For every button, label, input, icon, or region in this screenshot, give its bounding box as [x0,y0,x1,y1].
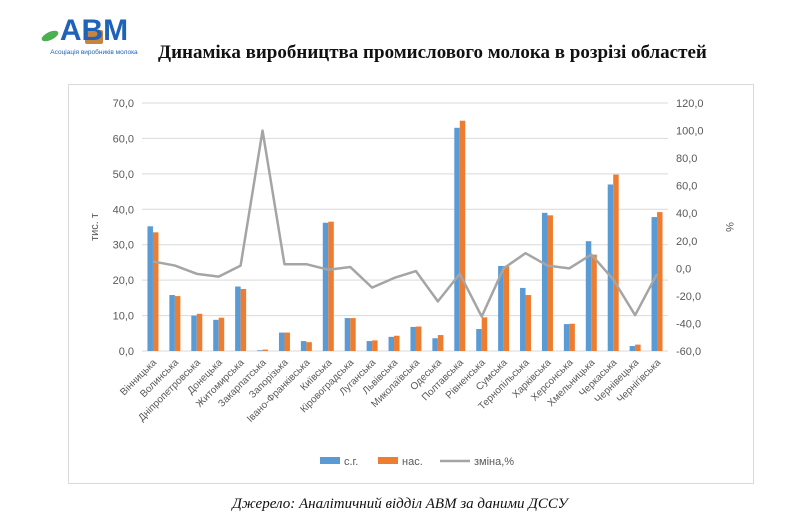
y2-tick-label: -60,0 [676,346,701,358]
y-tick-label: 50,0 [113,169,134,181]
bar-sg [454,127,460,351]
bar-sg [300,341,307,351]
bar-nas [174,296,181,351]
logo-leaf-icon [41,30,59,42]
legend-label-change: зміна,% [474,456,514,468]
bar-nas [372,340,378,351]
source-note: Джерело: Аналітичний відділ АВМ за даним… [232,496,568,512]
bar-nas [394,335,400,351]
logo-subtitle: Асоціація виробників молока [50,48,138,56]
bar-nas [503,265,510,351]
y-tick-label: 10,0 [113,311,134,323]
logo-bucket-icon [85,30,103,44]
bar-nas [152,232,159,351]
bar-nas [547,215,553,351]
bar-sg [432,338,438,351]
y-tick-label: 30,0 [113,240,134,252]
bar-nas [437,335,444,351]
bar-nas [415,326,422,351]
bar-nas [240,289,247,351]
bar-sg [498,265,504,351]
bar-sg [541,212,548,351]
bar-sg [410,326,416,351]
bar-sg [344,318,351,351]
bar-nas [350,318,356,351]
bar-sg [563,324,570,351]
y2-tick-label: -20,0 [676,291,701,303]
y2-tick-label: 60,0 [676,181,697,193]
series-line-change [152,129,659,318]
bar-sg [388,336,395,351]
bar-sg [651,217,658,351]
bar-nas [284,332,290,351]
bar-sg [257,350,263,352]
bar-sg [607,184,614,351]
page-title: Динаміка виробництва промислового молока… [158,42,707,63]
bar-nas [459,120,466,351]
bar-nas [262,349,269,351]
bar-nas [591,254,597,351]
bar-nas [481,317,488,351]
y-tick-label: 40,0 [113,204,134,216]
y2-tick-label: 40,0 [676,208,697,220]
bar-sg [366,341,373,351]
legend-swatch-sg [320,457,340,464]
bar-nas [613,174,619,351]
bar-nas [196,313,203,351]
bar-nas [569,323,575,351]
legend-label-sg: с.г. [344,456,358,468]
bar-nas [635,344,641,351]
bar-nas [218,317,225,351]
y-tick-label: 70,0 [113,98,134,110]
bar-nas [306,342,312,351]
legend-swatch-nas [378,457,398,464]
bar-sg [278,332,285,351]
bar-sg [213,319,219,351]
y2-axis-label: % [723,222,735,232]
bar-sg [476,329,482,351]
y2-tick-label: -40,0 [676,318,701,330]
bar-sg [322,222,329,351]
bar-nas [657,212,663,351]
y2-tick-label: 20,0 [676,236,697,248]
bar-sg [191,315,197,351]
bar-sg [147,226,153,351]
y2-tick-label: 120,0 [676,98,704,110]
bar-sg [520,287,526,351]
chart-frame [68,84,754,484]
logo: АВМ Асоціація виробників молока [40,8,150,60]
logo-text: АВМ [60,14,128,47]
legend-label-nas: нас. [402,456,423,468]
y-tick-label: 60,0 [113,133,134,145]
y2-tick-label: 80,0 [676,153,697,165]
bar-nas [328,221,334,351]
y-axis-label: тис. т [89,213,101,241]
bar-sg [235,286,241,351]
bar-sg [629,346,636,351]
y-tick-label: 20,0 [113,275,134,287]
y2-tick-label: 100,0 [676,126,704,138]
bar-sg [585,241,592,351]
y-tick-label: 0,0 [119,346,134,358]
bar-sg [169,295,175,351]
y2-tick-label: 0,0 [676,263,691,275]
bar-nas [525,295,532,351]
